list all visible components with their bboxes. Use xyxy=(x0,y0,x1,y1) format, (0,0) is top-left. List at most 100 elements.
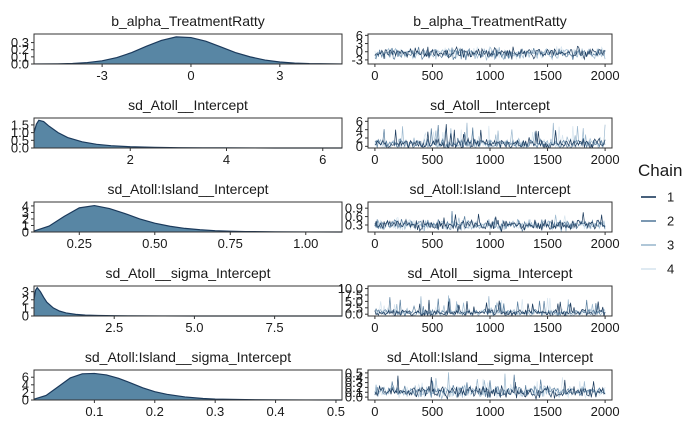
trace-y-tick-label: -3 xyxy=(351,52,363,67)
density-y-tick-label: 0.0 xyxy=(11,141,29,156)
trace-x-tick-label: 0 xyxy=(371,404,378,419)
trace-y-tick-label: 0.4 xyxy=(345,370,363,385)
density-area xyxy=(34,287,342,316)
trace-y-tick-label: 2 xyxy=(356,131,363,146)
density-panel: b_alpha_TreatmentRatty -3 0 3 0.00.10.20.3 xyxy=(11,13,343,83)
trace-y-tick-label: 0 xyxy=(356,139,363,154)
legend-label-chain-2: 2 xyxy=(667,214,674,229)
density-area xyxy=(34,120,342,148)
trace-y-tick-label: 3 xyxy=(356,36,363,51)
trace-y-tick-label: 7.5 xyxy=(345,287,363,302)
density-curve xyxy=(33,36,343,65)
trace-x-tick-label: 500 xyxy=(422,152,444,167)
trace-x-tick-label: 2000 xyxy=(591,320,620,335)
density-y-tick-label: 0.2 xyxy=(11,42,29,57)
chain-2-trace xyxy=(374,46,606,61)
trace-x-tick-label: 0 xyxy=(371,320,378,335)
density-y-tick-label: 2 xyxy=(22,292,29,307)
trace-x-tick-label: 1000 xyxy=(476,152,505,167)
trace-y-tick-label: 0.9 xyxy=(345,201,363,216)
chain-3-trace xyxy=(374,122,606,148)
trace-panel-title: sd_Atoll__sigma_Intercept xyxy=(408,265,573,281)
density-x-tick-label: 2.5 xyxy=(105,320,123,335)
density-x-tick-label: 2 xyxy=(127,152,134,167)
trace-x-tick-label: 1000 xyxy=(476,320,505,335)
density-y-tick-label: 6 xyxy=(22,370,29,385)
trace-panel-title: sd_Atoll:Island__sigma_Intercept xyxy=(387,349,593,365)
density-y-tick-label: 2 xyxy=(22,385,29,400)
density-y-tick-label: 4 xyxy=(22,377,29,392)
density-x-tick-label: 7.5 xyxy=(266,320,284,335)
trace-x-tick-label: 2000 xyxy=(591,68,620,83)
trace-x-tick-label: 500 xyxy=(422,68,444,83)
density-y-tick-label: 1 xyxy=(22,300,29,315)
chain-1-trace xyxy=(374,45,606,61)
legend: Chain 1 2 3 4 xyxy=(638,161,682,277)
trace-panel-title: sd_Atoll__Intercept xyxy=(430,97,550,113)
legend-label-chain-4: 4 xyxy=(667,262,674,277)
density-area xyxy=(34,36,342,64)
density-y-tick-label: 2 xyxy=(22,211,29,226)
trace-x-tick-label: 0 xyxy=(371,236,378,251)
chain-4-trace xyxy=(374,377,606,400)
trace-x-tick-label: 1000 xyxy=(476,236,505,251)
trace-x-tick-label: 1000 xyxy=(476,404,505,419)
trace-panel: b_alpha_TreatmentRatty 0 500 1000 1500 2000 -3… xyxy=(351,13,619,83)
density-panel: sd_Atoll__Intercept 2 4 6 0.00.51.01.5 xyxy=(11,97,343,167)
density-panel-title: sd_Atoll:Island__sigma_Intercept xyxy=(85,349,291,365)
density-curve xyxy=(33,286,343,317)
trace-x-tick-label: 0 xyxy=(371,152,378,167)
density-x-tick-label: 4 xyxy=(223,152,230,167)
density-x-tick-label: 0 xyxy=(187,68,194,83)
density-x-tick-label: 1.00 xyxy=(293,236,318,251)
trace-y-tick-label: 4 xyxy=(356,122,363,137)
trace-y-tick-label: 0 xyxy=(356,44,363,59)
chain-1-trace xyxy=(374,375,606,400)
trace-y-tick-label: 0.5 xyxy=(345,365,363,380)
trace-x-tick-label: 500 xyxy=(422,320,444,335)
trace-x-tick-label: 1000 xyxy=(476,68,505,83)
density-y-tick-label: 3 xyxy=(22,205,29,220)
density-x-tick-label: -3 xyxy=(96,68,108,83)
chain-3-trace xyxy=(374,295,606,316)
trace-y-tick-label: 10.0 xyxy=(338,281,363,296)
chain-1-trace xyxy=(374,299,606,316)
trace-y-tick-label: 6 xyxy=(356,28,363,43)
trace-panel: sd_Atoll:Island__Intercept 0 500 1000 1500 20… xyxy=(345,181,620,251)
panel-border xyxy=(33,285,343,317)
density-y-tick-label: 1 xyxy=(22,218,29,233)
panel-border xyxy=(33,33,343,65)
trace-panel: sd_Atoll:Island__sigma_Intercept 0 500 1000… xyxy=(345,349,620,419)
density-x-tick-label: 0.75 xyxy=(218,236,243,251)
trace-y-tick-label: 0.1 xyxy=(345,385,363,400)
trace-y-tick-label: 0.6 xyxy=(345,209,363,224)
density-y-tick-label: 0 xyxy=(22,225,29,240)
legend-title: Chain xyxy=(638,161,682,180)
density-panel-title: sd_Atoll__Intercept xyxy=(128,97,248,113)
chain-2-trace xyxy=(374,125,606,148)
trace-y-tick-label: 2.5 xyxy=(345,300,363,315)
trace-x-tick-label: 2000 xyxy=(591,236,620,251)
density-x-tick-label: 0.25 xyxy=(67,236,92,251)
trace-y-tick-label: 0.0 xyxy=(345,390,363,405)
density-x-tick-label: 0.4 xyxy=(267,404,285,419)
chain-2-trace xyxy=(374,297,606,316)
trace-x-tick-label: 2000 xyxy=(591,152,620,167)
density-area xyxy=(34,205,342,232)
density-y-tick-label: 1.0 xyxy=(11,125,29,140)
chain-3-trace xyxy=(374,214,606,232)
trace-x-tick-label: 1500 xyxy=(533,152,562,167)
density-panel: sd_Atoll:Island__Intercept 0.25 0.50 0.75 1.… xyxy=(22,181,343,251)
panel-border xyxy=(367,33,613,65)
density-y-tick-label: 0.5 xyxy=(11,133,29,148)
trace-x-tick-label: 500 xyxy=(422,236,444,251)
trace-x-tick-label: 2000 xyxy=(591,404,620,419)
legend-label-chain-1: 1 xyxy=(667,190,674,205)
density-panel-title: sd_Atoll:Island__Intercept xyxy=(107,181,268,197)
legend-label-chain-3: 3 xyxy=(667,238,674,253)
density-y-tick-label: 0.1 xyxy=(11,49,29,64)
trace-y-tick-label: 5.0 xyxy=(345,294,363,309)
density-y-tick-label: 0.0 xyxy=(11,57,29,72)
